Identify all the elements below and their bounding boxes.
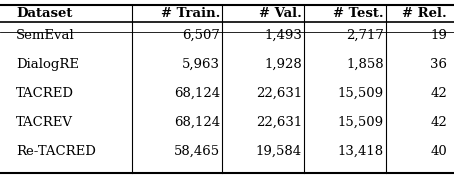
Text: DialogRE: DialogRE — [16, 58, 79, 71]
Text: # Train.: # Train. — [161, 7, 220, 20]
Text: SemEval: SemEval — [16, 29, 74, 42]
Text: 40: 40 — [430, 145, 447, 158]
Text: 1,928: 1,928 — [264, 58, 302, 71]
Text: 36: 36 — [430, 58, 447, 71]
Text: 42: 42 — [430, 87, 447, 100]
Text: 15,509: 15,509 — [337, 116, 384, 129]
Text: 6,507: 6,507 — [183, 29, 220, 42]
Text: 68,124: 68,124 — [174, 116, 220, 129]
Text: 58,465: 58,465 — [174, 145, 220, 158]
Text: TACRED: TACRED — [16, 87, 74, 100]
Text: # Rel.: # Rel. — [402, 7, 447, 20]
Text: 22,631: 22,631 — [256, 116, 302, 129]
Text: # Test.: # Test. — [333, 7, 384, 20]
Text: Dataset: Dataset — [16, 7, 72, 20]
Text: 1,493: 1,493 — [264, 29, 302, 42]
Text: 13,418: 13,418 — [337, 145, 384, 158]
Text: 19: 19 — [430, 29, 447, 42]
Text: 19,584: 19,584 — [256, 145, 302, 158]
Text: 1,858: 1,858 — [346, 58, 384, 71]
Text: 22,631: 22,631 — [256, 87, 302, 100]
Text: Re-TACRED: Re-TACRED — [16, 145, 96, 158]
Text: 68,124: 68,124 — [174, 87, 220, 100]
Text: # Val.: # Val. — [259, 7, 302, 20]
Text: 42: 42 — [430, 116, 447, 129]
Text: 2,717: 2,717 — [346, 29, 384, 42]
Text: TACREV: TACREV — [16, 116, 73, 129]
Text: 15,509: 15,509 — [337, 87, 384, 100]
Text: 5,963: 5,963 — [182, 58, 220, 71]
